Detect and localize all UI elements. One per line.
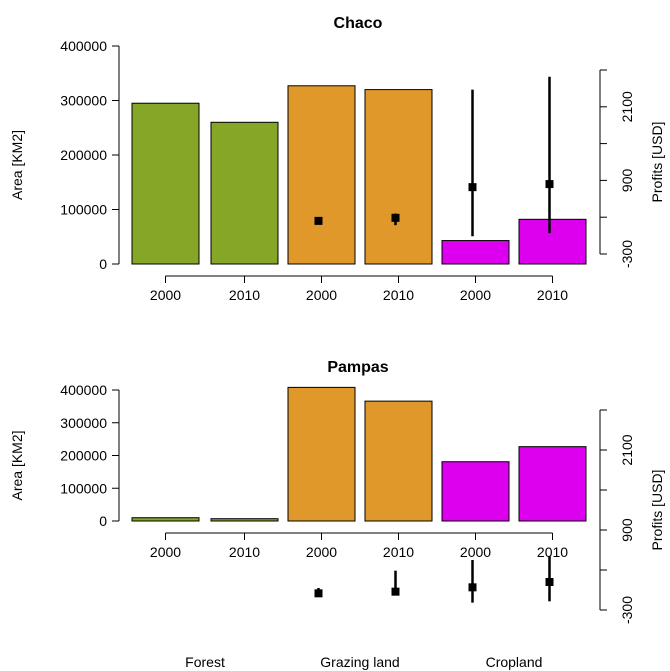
x-tick-label: 2010 — [537, 544, 568, 560]
y2-axis-label: Profits [USD] — [649, 470, 665, 551]
y-axis-label: Area [KM2] — [9, 430, 25, 500]
bar — [441, 461, 510, 522]
bar — [131, 517, 200, 522]
group-label: Forest — [185, 654, 225, 670]
group-label: Cropland — [486, 654, 543, 670]
x-tick-label: 2000 — [306, 287, 337, 303]
bar — [364, 89, 433, 265]
x-tick-label: 2000 — [150, 544, 181, 560]
bar — [131, 102, 200, 265]
y-tick-label: 200000 — [60, 147, 107, 163]
y2-tick-label: 900 — [619, 518, 635, 542]
group-label: Grazing land — [320, 654, 399, 670]
bar — [210, 518, 279, 522]
y2-tick-label: 900 — [619, 169, 635, 193]
y2-tick-label: -300 — [619, 596, 635, 624]
y-tick-label: 300000 — [60, 93, 107, 109]
x-tick-label: 2010 — [383, 287, 414, 303]
x-tick-label: 2010 — [383, 544, 414, 560]
y2-tick-label: 2100 — [619, 434, 635, 465]
y-tick-label: 400000 — [60, 382, 107, 398]
y-axis-label: Area [KM2] — [9, 130, 25, 200]
x-tick-label: 2000 — [460, 287, 491, 303]
bar — [287, 85, 356, 265]
panel-chaco: Chaco 0 100000 200000 300000 400000 Area [KM2]… — [9, 15, 665, 303]
y-tick-label: 300000 — [60, 415, 107, 431]
profit-point — [314, 589, 323, 598]
y-tick-label: 200000 — [60, 448, 107, 464]
bar — [518, 218, 587, 265]
profit-point — [545, 180, 554, 189]
x-tick-label: 2000 — [150, 287, 181, 303]
x-tick-label: 2000 — [460, 544, 491, 560]
profit-point — [468, 183, 477, 192]
x-tick-label: 2010 — [537, 287, 568, 303]
x-tick-label: 2010 — [229, 544, 260, 560]
profit-point — [314, 216, 323, 225]
bar — [287, 386, 356, 522]
profit-point — [468, 583, 477, 592]
y-tick-label: 0 — [99, 256, 107, 272]
x-tick-label: 2000 — [306, 544, 337, 560]
chart-title: Chaco — [334, 15, 383, 32]
bar — [364, 400, 433, 522]
bar — [441, 240, 510, 265]
bar — [210, 121, 279, 265]
y2-tick-label: 2100 — [619, 91, 635, 122]
y-tick-label: 100000 — [60, 202, 107, 218]
chart-title: Pampas — [327, 359, 388, 376]
y-tick-label: 400000 — [60, 38, 107, 54]
y2-axis-label: Profits [USD] — [649, 122, 665, 203]
profit-point — [545, 578, 554, 586]
y2-tick-label: -300 — [619, 240, 635, 268]
profit-point — [391, 587, 400, 596]
y-tick-label: 100000 — [60, 480, 107, 496]
x-tick-label: 2010 — [229, 287, 260, 303]
panel-pampas: Pampas 0 100000 200000 300000 400000 Area [KM2… — [9, 359, 665, 624]
bar — [518, 446, 587, 522]
profit-point — [391, 213, 400, 222]
y-tick-label: 0 — [99, 513, 107, 529]
